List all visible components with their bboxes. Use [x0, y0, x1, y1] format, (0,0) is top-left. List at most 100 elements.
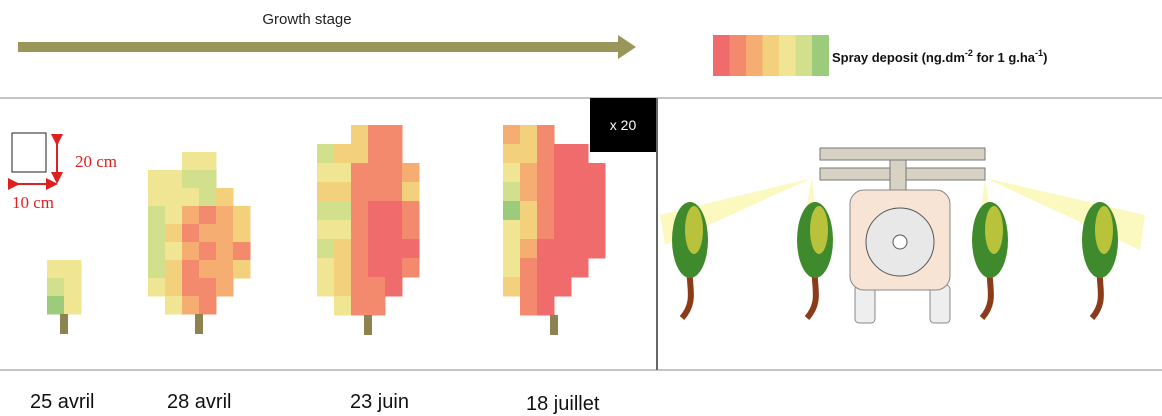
deposit-cell [216, 206, 234, 225]
heatmaps [47, 125, 606, 335]
deposit-cell [385, 182, 403, 202]
legend-text: Spray deposit (ng.dm [832, 50, 965, 65]
deposit-cell [571, 220, 589, 240]
deposit-cell [233, 260, 251, 279]
deposit-cell [385, 258, 403, 278]
vine-foliage [985, 206, 1003, 254]
deposit-cell [182, 224, 200, 243]
trunk [550, 315, 558, 335]
deposit-cell [47, 278, 65, 297]
deposit-cell [351, 201, 369, 221]
deposit-cell [368, 182, 386, 202]
deposit-cell [216, 260, 234, 279]
deposit-cell [385, 220, 403, 240]
deposit-cell [571, 182, 589, 202]
deposit-cell [182, 278, 200, 297]
deposit-cell [165, 278, 183, 297]
deposit-cell [537, 144, 555, 164]
deposit-cell [165, 260, 183, 279]
deposit-cell [165, 242, 183, 261]
zoom-label: x 20 [610, 117, 637, 133]
deposit-cell [334, 277, 352, 297]
deposit-cell [199, 242, 217, 261]
deposit-cell [520, 163, 538, 183]
deposit-cell [148, 170, 166, 189]
deposit-cell [351, 239, 369, 259]
deposit-cell [520, 220, 538, 240]
deposit-cell [503, 239, 521, 259]
deposit-cell [199, 170, 217, 189]
deposit-cell [182, 152, 200, 171]
deposit-cell [317, 182, 335, 202]
deposit-cell [233, 206, 251, 225]
deposit-cell [199, 224, 217, 243]
legend-text: for 1 g.ha [973, 50, 1036, 65]
deposit-cell [402, 201, 420, 221]
deposit-cell [351, 258, 369, 278]
legend-text: ) [1043, 50, 1047, 65]
deposit-cell [520, 182, 538, 202]
vines [672, 202, 1118, 320]
deposit-cell [165, 188, 183, 207]
deposit-cell [554, 201, 572, 221]
deposit-cell [351, 182, 369, 202]
trunk [195, 314, 203, 334]
deposit-cell [334, 220, 352, 240]
deposit-cell [182, 188, 200, 207]
deposit-cell [216, 242, 234, 261]
vine-foliage [685, 206, 703, 254]
deposit-cell [537, 239, 555, 259]
deposit-cell [199, 206, 217, 225]
deposit-cell [216, 278, 234, 297]
deposit-cell [402, 220, 420, 240]
deposit-cell [368, 239, 386, 259]
deposit-cell [537, 163, 555, 183]
deposit-cell [554, 277, 572, 297]
legend-swatch [812, 35, 829, 76]
deposit-cell [402, 239, 420, 259]
deposit-cell [233, 224, 251, 243]
deposit-cell [148, 224, 166, 243]
deposit-cell [182, 296, 200, 315]
legend-sup: -1 [1035, 48, 1043, 58]
deposit-cell [520, 277, 538, 297]
legend-swatch [762, 35, 780, 76]
deposit-cell [503, 201, 521, 221]
deposit-cell [64, 278, 82, 297]
growth-title: Growth stage [262, 11, 351, 28]
deposit-cell [503, 125, 521, 145]
deposit-cell [571, 258, 589, 278]
deposit-cell [351, 296, 369, 316]
deposit-cell [233, 242, 251, 261]
deposit-cell [334, 182, 352, 202]
deposit-cell [334, 296, 352, 316]
deposit-cell [148, 278, 166, 297]
deposit-cell [385, 163, 403, 183]
growth-arrow [18, 35, 636, 59]
deposit-cell [317, 258, 335, 278]
deposit-cell [554, 239, 572, 259]
deposit-cell [554, 220, 572, 240]
legend-sup: -2 [965, 48, 973, 58]
scale-box [11, 132, 47, 173]
deposit-cell [571, 201, 589, 221]
legend-bar [713, 35, 829, 76]
deposit-cell [588, 182, 606, 202]
deposit-cell [385, 239, 403, 259]
deposit-cell [368, 277, 386, 297]
deposit-cell [368, 201, 386, 221]
deposit-cell [385, 144, 403, 164]
deposit-cell [317, 277, 335, 297]
deposit-cell [402, 182, 420, 202]
deposit-cell [368, 144, 386, 164]
deposit-cell [165, 206, 183, 225]
deposit-cell [368, 163, 386, 183]
deposit-cell [385, 125, 403, 145]
deposit-cell [317, 163, 335, 183]
legend-swatch [746, 35, 763, 76]
deposit-cell [537, 182, 555, 202]
deposit-cell [334, 144, 352, 164]
deposit-cell [588, 201, 606, 221]
deposit-cell [554, 163, 572, 183]
deposit-cell [554, 182, 572, 202]
